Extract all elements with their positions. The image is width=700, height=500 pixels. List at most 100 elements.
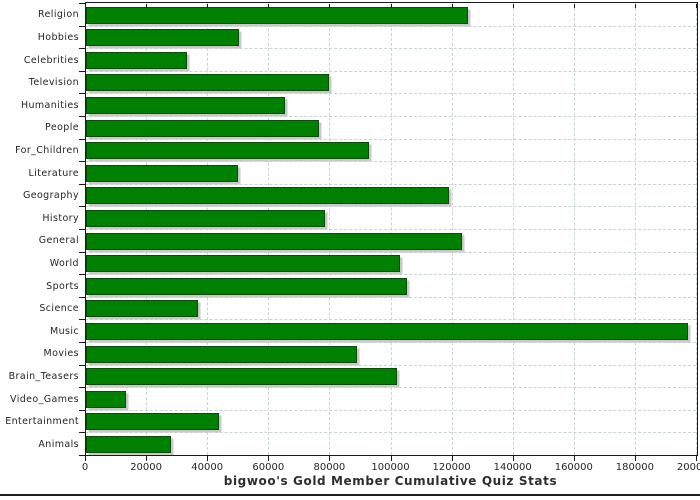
bar (86, 368, 397, 386)
x-axis-tick-top (512, 4, 514, 8)
bar (86, 96, 286, 114)
x-axis-tick-label: 180000 (615, 462, 654, 473)
grid-line-horizontal (85, 364, 696, 366)
bar (86, 29, 240, 47)
y-axis-tick (79, 48, 85, 50)
x-axis-tick (512, 455, 514, 461)
x-axis-tick-top (634, 4, 636, 8)
y-axis-tick (79, 296, 85, 298)
x-axis-tick (451, 455, 453, 461)
y-axis-tick (79, 387, 85, 389)
y-axis-label: Animals (38, 438, 79, 450)
bottom-divider (0, 494, 700, 496)
x-axis-tick-top (451, 4, 453, 8)
y-axis-label: Brain_Teasers (8, 370, 79, 382)
y-axis-label: Literature (28, 167, 79, 179)
grid-line-horizontal (85, 93, 696, 95)
y-axis-label: Humanities (20, 99, 79, 111)
y-axis-tick (79, 342, 85, 343)
y-axis-label: Sports (46, 280, 79, 292)
grid-line-horizontal (85, 183, 696, 185)
x-axis-tick-top (696, 4, 697, 8)
bar (86, 74, 330, 92)
grid-line-vertical (696, 3, 697, 455)
y-axis-tick (79, 409, 85, 411)
y-axis-tick (79, 206, 85, 208)
x-axis-tick (146, 455, 148, 461)
bar (86, 322, 689, 340)
x-axis-tick-top (329, 4, 331, 8)
bar (86, 345, 357, 363)
grid-line-horizontal (85, 206, 696, 208)
y-axis-tick (79, 93, 85, 95)
y-axis-tick (79, 274, 85, 276)
y-axis-label: History (42, 212, 79, 224)
y-axis-tick (79, 25, 85, 27)
x-axis-tick-label: 20000 (130, 462, 162, 473)
y-axis-tick (79, 183, 85, 185)
grid-line-horizontal (85, 387, 696, 389)
bar (86, 6, 469, 24)
bar (86, 300, 199, 318)
x-axis-tick-label: 60000 (252, 462, 285, 473)
y-axis-label: Music (49, 325, 79, 337)
y-axis-label: Video_Games (10, 393, 79, 405)
y-axis-label: For_Children (15, 144, 79, 156)
x-axis-tick-label: 0 (81, 462, 89, 473)
y-axis-tick (79, 138, 85, 140)
grid-line-horizontal (85, 342, 696, 343)
x-axis-tick (268, 455, 270, 461)
grid-line-horizontal (85, 251, 696, 253)
x-axis-tick (329, 455, 331, 461)
x-axis-tick-top (207, 4, 209, 8)
x-axis-tick-label: 100000 (371, 462, 410, 473)
bar (86, 164, 238, 182)
bar (86, 209, 325, 227)
y-axis-tick (79, 455, 85, 456)
x-axis-tick (85, 455, 86, 461)
y-axis-tick (79, 251, 85, 253)
y-axis-label: World (49, 257, 79, 269)
y-axis-label: Religion (37, 9, 79, 21)
y-axis-tick (79, 319, 85, 321)
y-axis-tick (79, 70, 85, 72)
y-axis-tick (79, 432, 85, 434)
x-axis-tick (696, 455, 697, 461)
x-axis-tick-label: 80000 (313, 462, 346, 473)
y-axis-tick (79, 116, 85, 117)
y-axis-label: Celebrities (23, 54, 79, 66)
x-axis-tick-label: 200000 (676, 462, 700, 473)
x-axis-tick-top (573, 4, 575, 8)
x-axis-tick-top (390, 4, 392, 8)
y-axis-tick (79, 364, 85, 366)
grid-line-horizontal (85, 70, 696, 72)
y-axis-tick (79, 161, 85, 163)
grid-line-horizontal (85, 296, 696, 298)
x-axis-tick-top (268, 4, 270, 8)
x-axis-tick-top (146, 4, 148, 8)
bar (86, 435, 171, 453)
grid-line-horizontal (85, 274, 696, 276)
grid-line-horizontal (85, 229, 696, 230)
bar (86, 255, 400, 273)
y-axis-label: Movies (43, 348, 79, 360)
x-axis-tick-label: 140000 (493, 462, 532, 473)
y-axis-label: People (45, 122, 79, 134)
x-axis-tick (390, 455, 392, 461)
x-axis-tick (573, 455, 575, 461)
y-axis-label: Geography (22, 190, 79, 202)
y-axis-label: Hobbies (37, 31, 79, 43)
y-axis-label: Science (39, 303, 79, 315)
bar (86, 232, 463, 250)
grid-line-horizontal (85, 409, 696, 411)
chart-title: bigwoo's Gold Member Cumulative Quiz Sta… (223, 474, 558, 488)
grid-line-horizontal (85, 432, 696, 434)
x-axis-tick-label: 40000 (191, 462, 224, 473)
grid-line-horizontal (85, 138, 696, 140)
y-axis-label: Entertainment (5, 416, 79, 428)
grid-line-horizontal (85, 319, 696, 321)
bar (86, 51, 188, 69)
bar (86, 390, 127, 408)
grid-line-horizontal (85, 48, 696, 50)
